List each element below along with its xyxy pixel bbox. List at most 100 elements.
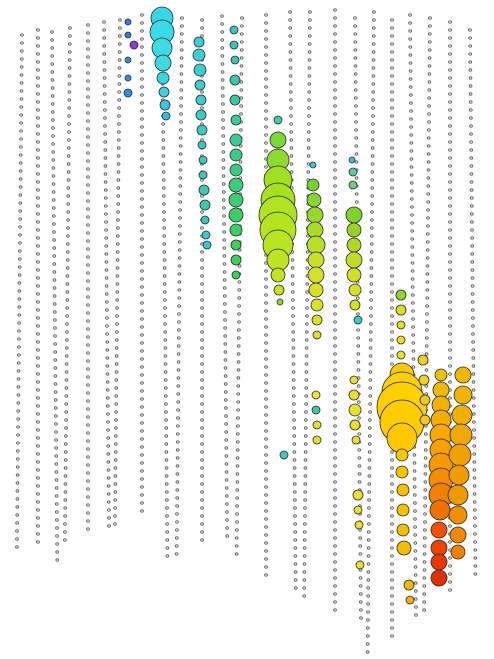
- module: [179, 217, 182, 219]
- module: [118, 115, 121, 117]
- module: [237, 345, 240, 347]
- module: [391, 491, 394, 493]
- module: [37, 157, 40, 159]
- module: [116, 235, 119, 237]
- module: [104, 109, 107, 111]
- module: [265, 358, 268, 360]
- module: [114, 451, 117, 453]
- module: [104, 125, 107, 127]
- module: [360, 617, 363, 619]
- module: [141, 190, 144, 192]
- module: [391, 195, 394, 197]
- module: [236, 497, 239, 499]
- module: [426, 241, 429, 243]
- module: [163, 243, 166, 245]
- module: [355, 153, 358, 155]
- module: [391, 323, 394, 325]
- module: [37, 133, 40, 135]
- hit: [349, 404, 361, 416]
- module: [449, 149, 452, 151]
- module: [371, 203, 374, 205]
- module: [223, 247, 226, 249]
- module: [87, 216, 90, 218]
- module: [334, 137, 337, 139]
- module: [265, 38, 268, 40]
- module: [87, 48, 90, 50]
- module: [176, 513, 179, 515]
- module: [449, 245, 452, 247]
- module: [175, 545, 178, 547]
- module: [105, 229, 108, 231]
- module: [334, 233, 337, 235]
- module: [369, 355, 372, 357]
- module: [179, 137, 182, 139]
- module: [52, 183, 55, 185]
- module: [162, 179, 165, 181]
- module: [68, 107, 71, 109]
- module: [52, 119, 55, 121]
- module: [469, 45, 472, 47]
- module: [201, 475, 204, 477]
- module: [427, 225, 430, 227]
- module: [265, 350, 268, 352]
- module: [37, 189, 40, 191]
- module: [223, 287, 226, 289]
- module: [293, 459, 296, 461]
- module: [51, 55, 54, 57]
- module: [411, 222, 414, 224]
- module: [293, 483, 296, 485]
- module: [37, 365, 40, 367]
- module: [37, 493, 40, 495]
- module: [391, 499, 394, 501]
- module: [473, 477, 476, 479]
- module: [265, 86, 268, 88]
- module: [428, 89, 431, 91]
- module: [308, 67, 311, 69]
- module: [367, 539, 370, 541]
- module: [105, 245, 108, 247]
- module: [354, 81, 357, 83]
- module: [179, 185, 182, 187]
- module: [52, 127, 55, 129]
- module: [20, 138, 23, 140]
- module: [471, 253, 474, 255]
- module: [163, 283, 166, 285]
- module: [290, 171, 293, 173]
- module: [37, 165, 40, 167]
- module: [19, 226, 22, 228]
- module: [305, 379, 308, 381]
- module: [391, 635, 394, 637]
- module: [118, 83, 121, 85]
- module: [141, 134, 144, 136]
- module: [355, 201, 358, 203]
- module: [104, 197, 107, 199]
- module: [391, 315, 394, 317]
- module: [87, 520, 90, 522]
- module: [391, 163, 394, 165]
- module: [141, 326, 144, 328]
- module: [334, 57, 337, 59]
- module: [449, 125, 452, 127]
- module: [201, 531, 204, 533]
- module: [87, 440, 90, 442]
- module: [409, 22, 412, 24]
- module: [166, 523, 169, 525]
- module: [116, 243, 119, 245]
- module: [165, 403, 168, 405]
- hit: [230, 26, 238, 34]
- module: [53, 247, 56, 249]
- module: [18, 306, 21, 308]
- module: [304, 523, 307, 525]
- module: [292, 323, 295, 325]
- module: [66, 315, 69, 317]
- module: [358, 473, 361, 475]
- module: [224, 319, 227, 321]
- module: [116, 251, 119, 253]
- hit: [347, 223, 361, 237]
- module: [51, 79, 54, 81]
- module: [265, 30, 268, 32]
- hit: [124, 89, 132, 97]
- module: [334, 377, 337, 379]
- hit: [450, 424, 472, 446]
- module: [391, 35, 394, 37]
